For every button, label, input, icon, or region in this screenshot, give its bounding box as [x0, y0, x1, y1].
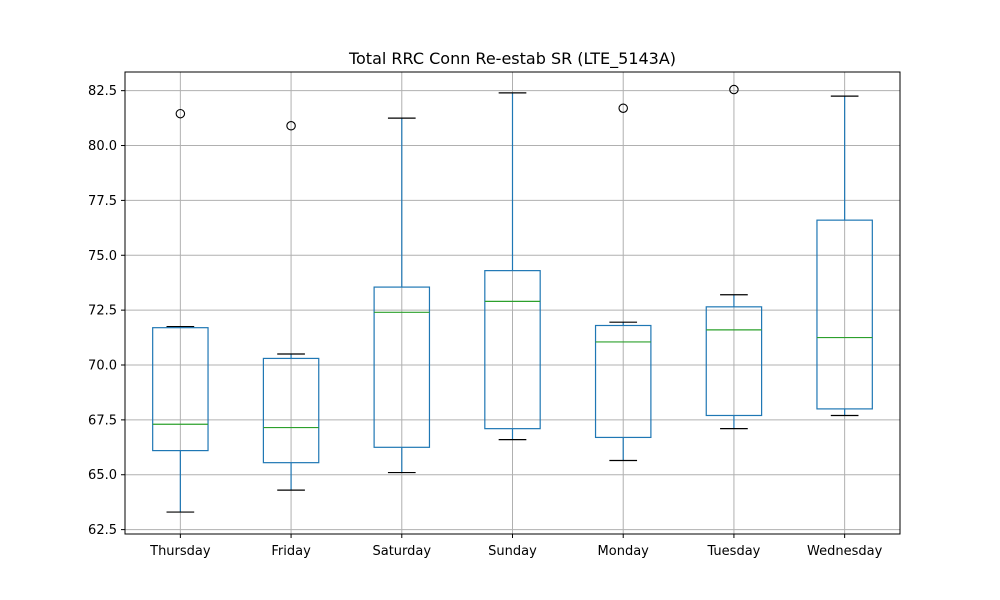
outlier-point [729, 84, 739, 95]
box-tuesday [705, 84, 763, 430]
box-iqr [152, 327, 209, 452]
y-tick-label: 67.5 [88, 413, 117, 428]
outlier-point [175, 108, 186, 119]
y-tick-label: 70.0 [88, 359, 117, 374]
box-iqr [705, 306, 763, 417]
x-tick-label: Sunday [488, 544, 537, 559]
box-iqr [373, 286, 431, 448]
y-tick-label: 65.0 [88, 468, 117, 483]
x-tick-label: Monday [598, 544, 650, 559]
y-tick-label: 62.5 [88, 523, 117, 538]
x-tick-label: Tuesday [706, 544, 760, 559]
box-iqr [816, 219, 873, 410]
box-iqr [594, 324, 652, 439]
y-tick-label: 72.5 [88, 304, 117, 319]
x-tick-label: Thursday [149, 544, 211, 559]
box-iqr [262, 357, 320, 464]
y-tick-label: 82.5 [88, 84, 117, 99]
y-tick-label: 77.5 [88, 194, 117, 209]
box-wednesday [816, 95, 873, 417]
chart-title: Total RRC Conn Re-estab SR (LTE_5143A) [348, 49, 676, 69]
box-iqr [484, 270, 541, 430]
x-tick-label: Friday [271, 544, 311, 559]
outlier-point [286, 121, 296, 131]
box-thursday [152, 108, 209, 513]
y-tick-label: 75.0 [88, 249, 117, 264]
box-monday [594, 103, 652, 462]
x-tick-label: Wednesday [807, 544, 883, 559]
y-axis-ticks: 62.5 65.0 67.5 70.0 72.5 75.0 77.5 80.0 82.5 [88, 84, 125, 538]
box-sunday [484, 92, 541, 441]
x-axis-ticks: Thursday Friday Saturday Sunday Monday Tuesda… [149, 534, 883, 559]
box-saturday [373, 117, 431, 474]
y-tick-label: 80.0 [88, 139, 117, 154]
outlier-point [618, 103, 628, 113]
box-friday [262, 121, 320, 491]
x-tick-label: Saturday [372, 544, 431, 559]
box-layer [152, 84, 873, 513]
